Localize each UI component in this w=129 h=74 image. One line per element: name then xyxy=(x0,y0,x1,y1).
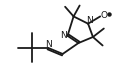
Text: N: N xyxy=(60,31,67,40)
Text: N: N xyxy=(45,40,52,49)
Text: N: N xyxy=(86,16,93,25)
Text: O: O xyxy=(100,11,107,20)
